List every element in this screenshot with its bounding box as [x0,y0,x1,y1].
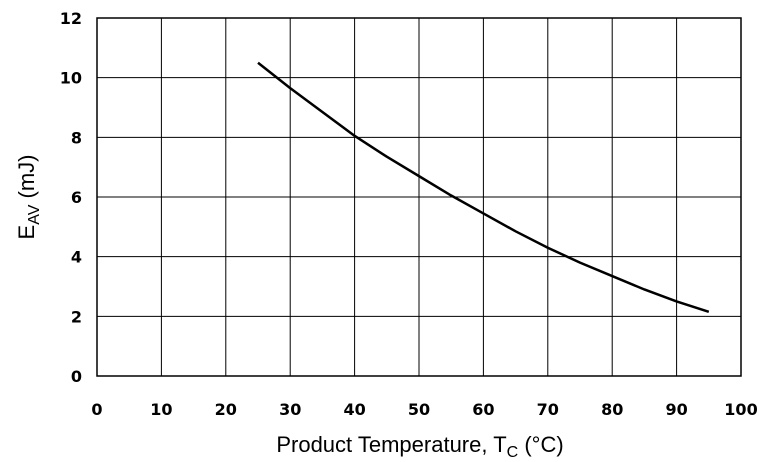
series-line [257,61,710,314]
y-tick-label: 8 [71,128,82,147]
y-tick-label: 10 [60,69,82,88]
x-tick-label: 40 [343,400,365,419]
x-axis-title-unit: (°C) [518,432,563,457]
x-axis-title: Product Temperature, TC (°C) [276,432,563,461]
y-tick-label: 12 [60,9,82,28]
x-tick-label: 90 [665,400,687,419]
x-tick-label: 30 [279,400,301,419]
x-axis-title-sub: C [507,444,519,461]
grid [97,18,741,376]
x-axis-title-main: Product Temperature, T [276,432,506,457]
series-layer [257,61,710,314]
x-tick-label: 100 [724,400,757,419]
plot-frame [96,17,742,377]
x-tick-label: 80 [601,400,623,419]
x-tick-label: 70 [537,400,559,419]
x-tick-label: 20 [215,400,237,419]
y-tick-label: 2 [71,307,82,326]
x-tick-label: 0 [91,400,102,419]
y-axis-title-sub: AV [26,204,43,224]
y-tick-label: 6 [71,188,82,207]
tick-labels: 0 10 20 30 40 50 60 70 80 90 100 0 2 4 6 8 10 12 [60,9,758,419]
axes [96,17,742,377]
y-axis-title: EAV (mJ) [14,155,43,240]
x-tick-label: 60 [472,400,494,419]
y-axis-title-unit: (mJ) [14,155,39,205]
y-tick-label: 0 [71,367,82,386]
x-tick-label: 10 [150,400,172,419]
y-axis-title-main: E [14,225,39,240]
x-tick-label: 50 [408,400,430,419]
y-tick-label: 4 [71,248,82,267]
